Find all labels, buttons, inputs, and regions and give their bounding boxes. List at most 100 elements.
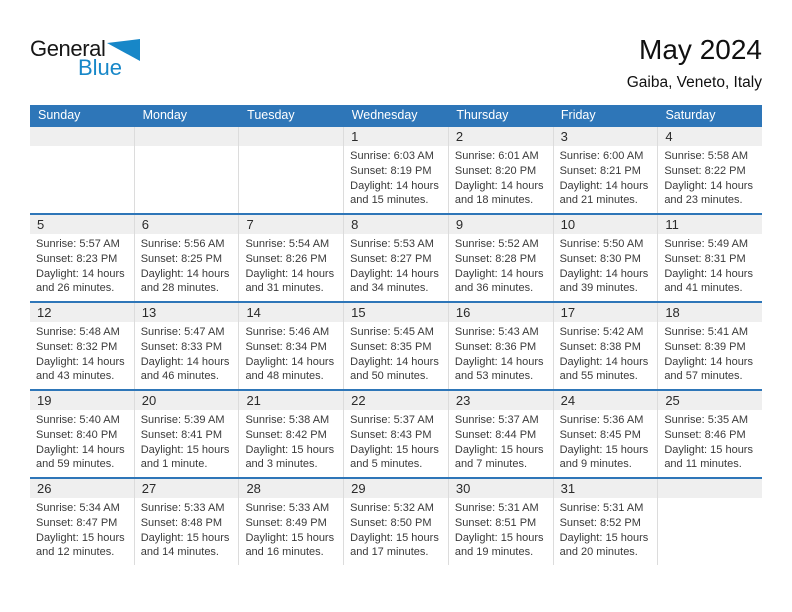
sunrise-text: Sunrise: 5:31 AM	[559, 502, 644, 514]
day-details: Sunrise: 5:39 AM Sunset: 8:41 PM Daylight:…	[135, 410, 239, 472]
sunset-text: Sunset: 8:45 PM	[559, 428, 641, 441]
day-cell-25: 25 Sunrise: 5:35 AM Sunset: 8:46 PM Dayligh…	[657, 391, 763, 477]
day-details: Sunrise: 5:56 AM Sunset: 8:25 PM Daylight:…	[135, 234, 239, 296]
daylight-text-line1: Daylight: 14 hours	[559, 267, 649, 280]
day-cell-26: 26 Sunrise: 5:34 AM Sunset: 8:47 PM Dayligh…	[30, 479, 134, 565]
day-details: Sunrise: 5:38 AM Sunset: 8:42 PM Daylight:…	[239, 410, 343, 472]
day-details: Sunrise: 5:31 AM Sunset: 8:52 PM Daylight:…	[554, 498, 658, 560]
date-label: 23	[448, 391, 553, 410]
day-cell-23: 23 Sunrise: 5:37 AM Sunset: 8:44 PM Dayligh…	[447, 391, 553, 477]
daylight-text-line1: Daylight: 15 hours	[245, 443, 335, 456]
daylight-text-line1: Daylight: 15 hours	[559, 443, 649, 456]
daylight-text-line1: Daylight: 15 hours	[350, 443, 439, 456]
sunset-text: Sunset: 8:36 PM	[454, 340, 537, 353]
date-label: 10	[553, 215, 658, 234]
daylight-text-line1: Daylight: 15 hours	[140, 443, 230, 456]
date-label	[30, 127, 134, 146]
day-cell-5: 5 Sunrise: 5:57 AM Sunset: 8:23 PM Daylight…	[30, 215, 134, 301]
sunrise-text: Sunrise: 5:36 AM	[559, 414, 644, 426]
sunrise-text: Sunrise: 5:35 AM	[664, 414, 749, 426]
daylight-text-line1: Daylight: 14 hours	[664, 267, 753, 280]
day-cell-19: 19 Sunrise: 5:40 AM Sunset: 8:40 PM Dayligh…	[30, 391, 134, 477]
date-label: 6	[134, 215, 239, 234]
day-details: Sunrise: 5:33 AM Sunset: 8:48 PM Daylight:…	[135, 498, 239, 560]
day-details: Sunrise: 5:33 AM Sunset: 8:49 PM Daylight:…	[239, 498, 343, 560]
day-cell-31: 31 Sunrise: 5:31 AM Sunset: 8:52 PM Dayligh…	[552, 479, 658, 565]
sunset-text: Sunset: 8:43 PM	[350, 428, 432, 441]
day-details: Sunrise: 6:00 AM Sunset: 8:21 PM Daylight:…	[554, 146, 658, 208]
logo-text-general: General	[30, 36, 106, 61]
day-details: Sunrise: 5:49 AM Sunset: 8:31 PM Daylight:…	[658, 234, 762, 296]
sunrise-text: Sunrise: 5:34 AM	[36, 502, 120, 514]
sunset-text: Sunset: 8:35 PM	[350, 340, 432, 353]
daylight-text-line2: and 53 minutes.	[454, 370, 534, 383]
daylight-text-line2: and 7 minutes.	[454, 458, 528, 471]
date-label: 11	[658, 215, 763, 234]
sunrise-text: Sunrise: 5:53 AM	[350, 238, 434, 250]
daylight-text-line1: Daylight: 15 hours	[140, 531, 230, 544]
daylight-text-line2: and 9 minutes.	[559, 458, 632, 471]
day-cell-10: 10 Sunrise: 5:50 AM Sunset: 8:30 PM Dayligh…	[552, 215, 658, 301]
day-cell-7: 7 Sunrise: 5:54 AM Sunset: 8:26 PM Daylight…	[238, 215, 344, 301]
date-label: 24	[553, 391, 658, 410]
sunrise-text: Sunrise: 5:58 AM	[664, 150, 749, 162]
daylight-text-line1: Daylight: 15 hours	[245, 531, 335, 544]
daylight-text-line2: and 28 minutes.	[140, 282, 219, 295]
day-details: Sunrise: 5:34 AM Sunset: 8:47 PM Daylight:…	[30, 498, 134, 560]
day-details: Sunrise: 5:43 AM Sunset: 8:36 PM Daylight:…	[449, 322, 553, 384]
weekday-row: Sunday Monday Tuesday Wednesday Thursday Frid…	[30, 105, 762, 125]
daylight-text-line2: and 11 minutes.	[664, 458, 742, 471]
page-subtitle: Gaiba, Veneto, Italy	[626, 74, 762, 91]
date-label: 3	[553, 127, 658, 146]
sunrise-text: Sunrise: 6:01 AM	[454, 150, 539, 162]
daylight-text-line1: Daylight: 14 hours	[454, 267, 544, 280]
week-row-2: 5 Sunrise: 5:57 AM Sunset: 8:23 PM Daylight…	[30, 213, 763, 301]
day-cell-21: 21 Sunrise: 5:38 AM Sunset: 8:42 PM Dayligh…	[238, 391, 344, 477]
sunrise-text: Sunrise: 5:37 AM	[454, 414, 539, 426]
date-label	[134, 127, 239, 146]
daylight-text-line1: Daylight: 14 hours	[140, 267, 230, 280]
daylight-text-line1: Daylight: 14 hours	[350, 267, 439, 280]
day-details: Sunrise: 6:03 AM Sunset: 8:19 PM Daylight:…	[344, 146, 448, 208]
daylight-text-line1: Daylight: 14 hours	[454, 355, 544, 368]
day-cell-8: 8 Sunrise: 5:53 AM Sunset: 8:27 PM Daylight…	[343, 215, 448, 301]
day-cell-17: 17 Sunrise: 5:42 AM Sunset: 8:38 PM Dayligh…	[552, 303, 658, 389]
week-row-3: 12 Sunrise: 5:48 AM Sunset: 8:32 PM Dayligh…	[30, 301, 763, 389]
day-details: Sunrise: 5:58 AM Sunset: 8:22 PM Daylight:…	[658, 146, 762, 208]
sunrise-text: Sunrise: 5:49 AM	[664, 238, 749, 250]
sunset-text: Sunset: 8:39 PM	[664, 340, 746, 353]
day-cell-20: 20 Sunrise: 5:39 AM Sunset: 8:41 PM Dayligh…	[133, 391, 239, 477]
date-label: 5	[30, 215, 134, 234]
sunset-text: Sunset: 8:46 PM	[664, 428, 746, 441]
sunrise-text: Sunrise: 5:31 AM	[454, 502, 539, 514]
daylight-text-line2: and 3 minutes.	[245, 458, 318, 471]
sunset-text: Sunset: 8:38 PM	[559, 340, 641, 353]
date-label: 25	[658, 391, 763, 410]
weekday-header-saturday: Saturday	[665, 108, 716, 122]
date-label: 16	[448, 303, 553, 322]
weekday-header-thursday: Thursday	[456, 108, 509, 122]
sunrise-text: Sunrise: 5:41 AM	[664, 326, 749, 338]
sunrise-text: Sunrise: 5:39 AM	[140, 414, 225, 426]
date-label: 30	[448, 479, 553, 498]
daylight-text-line1: Daylight: 14 hours	[350, 179, 439, 192]
date-label: 2	[448, 127, 553, 146]
week-row-1: 1 Sunrise: 6:03 AM Sunset: 8:19 PM Daylight…	[30, 125, 763, 213]
date-label: 28	[239, 479, 344, 498]
date-label	[658, 479, 763, 498]
sunrise-text: Sunrise: 5:47 AM	[140, 326, 225, 338]
sunset-text: Sunset: 8:48 PM	[140, 516, 223, 529]
sunrise-text: Sunrise: 5:48 AM	[36, 326, 120, 338]
day-cell-empty	[238, 127, 344, 213]
daylight-text-line2: and 26 minutes.	[36, 282, 115, 295]
date-label: 18	[658, 303, 763, 322]
day-cell-12: 12 Sunrise: 5:48 AM Sunset: 8:32 PM Dayligh…	[30, 303, 134, 389]
day-cell-29: 29 Sunrise: 5:32 AM Sunset: 8:50 PM Dayligh…	[343, 479, 448, 565]
date-label: 22	[344, 391, 448, 410]
day-cell-14: 14 Sunrise: 5:46 AM Sunset: 8:34 PM Dayligh…	[238, 303, 344, 389]
sunset-text: Sunset: 8:30 PM	[559, 252, 641, 265]
day-cell-22: 22 Sunrise: 5:37 AM Sunset: 8:43 PM Dayligh…	[343, 391, 448, 477]
date-label: 14	[239, 303, 344, 322]
day-details: Sunrise: 5:37 AM Sunset: 8:43 PM Daylight:…	[344, 410, 448, 472]
date-label: 4	[658, 127, 763, 146]
